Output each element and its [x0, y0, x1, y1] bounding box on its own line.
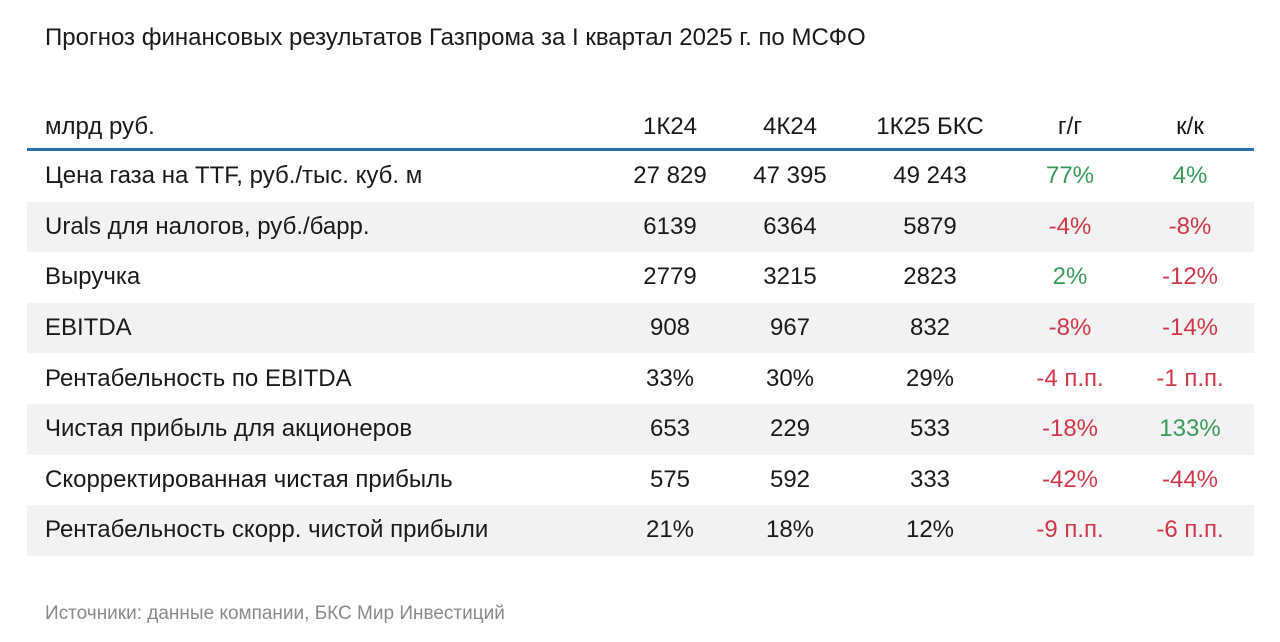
- table-row: EBITDA 908 967 832 -8% -14%: [27, 302, 1254, 354]
- cell-1q24: 2779: [643, 263, 697, 291]
- cell-yoy: -42%: [1041, 465, 1099, 493]
- cell-1q24: 27 829: [633, 162, 707, 190]
- cell-1q25-bcs: 12%: [905, 516, 955, 544]
- table-row: Чистая прибыль для акционеров 653 229 533 -1…: [27, 403, 1254, 455]
- cell-yoy: -4%: [1048, 212, 1092, 240]
- cell-qoq: -8%: [1168, 212, 1212, 240]
- cell-qoq: 4%: [1172, 162, 1208, 190]
- cell-yoy: -4 п.п.: [1036, 364, 1104, 392]
- cell-1q24: 908: [649, 314, 691, 342]
- table-header-row: млрд руб. 1К24 4К24 1К25 БКС г/г к/к: [27, 105, 1254, 151]
- table-row: Выручка 2779 3215 2823 2% -12%: [27, 252, 1254, 303]
- header-col-yoy: г/г: [1057, 112, 1083, 140]
- cell-qoq: -12%: [1161, 263, 1219, 291]
- table-row: Скорректированная чистая прибыль 575 592 33…: [27, 455, 1254, 506]
- cell-1q24: 6139: [643, 212, 697, 240]
- row-label: Чистая прибыль для акционеров: [45, 415, 413, 443]
- page-title: Прогноз финансовых результатов Газпрома …: [45, 24, 866, 51]
- cell-qoq: -6 п.п.: [1156, 516, 1224, 544]
- cell-yoy: -8%: [1048, 314, 1092, 342]
- row-label: Цена газа на TTF, руб./тыс. куб. м: [45, 162, 423, 190]
- cell-1q25-bcs: 49 243: [893, 162, 967, 190]
- row-label: Рентабельность по EBITDA: [45, 364, 352, 392]
- cell-qoq: 133%: [1159, 415, 1221, 443]
- table-row: Urals для налогов, руб./барр. 6139 6364 587…: [27, 201, 1254, 253]
- source-note: Источники: данные компании, БКС Мир Инве…: [45, 603, 505, 624]
- row-label: Рентабельность скорр. чистой прибыли: [45, 516, 489, 544]
- cell-1q24: 653: [649, 415, 691, 443]
- cell-1q25-bcs: 2823: [903, 263, 957, 291]
- header-col-qoq: к/к: [1176, 112, 1204, 140]
- cell-1q25-bcs: 333: [909, 465, 951, 493]
- cell-yoy: 2%: [1052, 263, 1088, 291]
- row-label: Urals для налогов, руб./барр.: [45, 212, 370, 240]
- cell-1q25-bcs: 5879: [903, 212, 957, 240]
- cell-4q24: 6364: [763, 212, 817, 240]
- cell-4q24: 229: [769, 415, 811, 443]
- table-body: Цена газа на TTF, руб./тыс. куб. м 27 829…: [27, 151, 1254, 556]
- cell-4q24: 30%: [765, 364, 815, 392]
- header-col-1q24: 1К24: [642, 112, 698, 140]
- header-col-4q24: 4К24: [762, 112, 818, 140]
- cell-4q24: 967: [769, 314, 811, 342]
- cell-1q25-bcs: 533: [909, 415, 951, 443]
- cell-yoy: -9 п.п.: [1036, 516, 1104, 544]
- table-row: Цена газа на TTF, руб./тыс. куб. м 27 829…: [27, 151, 1254, 202]
- cell-4q24: 18%: [765, 516, 815, 544]
- table-row: Рентабельность скорр. чистой прибыли 21% 1…: [27, 505, 1254, 556]
- table-row: Рентабельность по EBITDA 33% 30% 29% -4 п.п.…: [27, 353, 1254, 404]
- cell-yoy: 77%: [1045, 162, 1095, 190]
- cell-yoy: -18%: [1041, 415, 1099, 443]
- row-label: Выручка: [45, 263, 141, 291]
- header-col-1q25-bcs: 1К25 БКС: [876, 112, 984, 140]
- cell-1q24: 33%: [645, 364, 695, 392]
- row-label: Скорректированная чистая прибыль: [45, 465, 453, 493]
- header-unit-label: млрд руб.: [45, 112, 155, 140]
- cell-4q24: 3215: [763, 263, 817, 291]
- cell-qoq: -1 п.п.: [1156, 364, 1224, 392]
- cell-1q25-bcs: 29%: [905, 364, 955, 392]
- cell-1q24: 21%: [645, 516, 695, 544]
- cell-qoq: -44%: [1161, 465, 1219, 493]
- cell-1q25-bcs: 832: [909, 314, 951, 342]
- cell-1q24: 575: [649, 465, 691, 493]
- cell-4q24: 47 395: [753, 162, 827, 190]
- cell-qoq: -14%: [1161, 314, 1219, 342]
- financial-forecast-table: млрд руб. 1К24 4К24 1К25 БКС г/г к/к Цен…: [27, 105, 1254, 556]
- row-label: EBITDA: [45, 314, 132, 342]
- cell-4q24: 592: [769, 465, 811, 493]
